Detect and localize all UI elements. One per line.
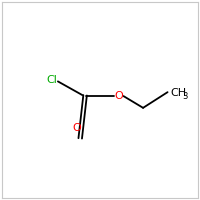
Text: O: O [72, 123, 81, 133]
Text: Cl: Cl [46, 75, 57, 85]
Text: O: O [114, 91, 123, 101]
Text: CH: CH [171, 88, 187, 98]
Text: 3: 3 [182, 92, 187, 101]
